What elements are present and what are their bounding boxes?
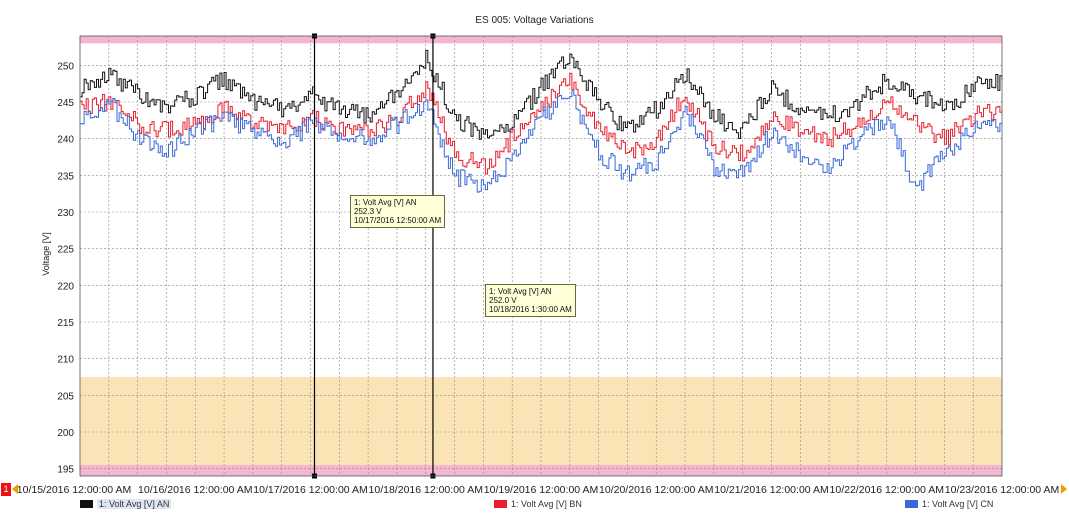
legend-label: 1: Volt Avg [V] CN xyxy=(922,499,994,509)
legend-swatch xyxy=(905,500,918,508)
plot-border xyxy=(79,35,1003,477)
x-tick-label: 10/23/2016 12:00:00 AM xyxy=(945,484,1059,496)
x-tick-label: 10/20/2016 12:00:00 AM xyxy=(599,484,713,496)
x-tick-label: 10/17/2016 12:00:00 AM xyxy=(253,484,367,496)
y-tick-label: 195 xyxy=(57,465,74,476)
y-tick-label: 230 xyxy=(57,208,74,219)
legend-swatch xyxy=(494,500,507,508)
legend-swatch xyxy=(80,500,93,508)
tooltip-time: 10/18/2016 1:30:00 AM xyxy=(489,305,572,314)
tooltip-time: 10/17/2016 12:50:00 AM xyxy=(354,216,442,225)
scroll-left-icon[interactable] xyxy=(12,484,18,494)
y-tick-label: 245 xyxy=(57,98,74,109)
tooltip-series: 1: Volt Avg [V] AN xyxy=(354,198,417,207)
y-tick-label: 210 xyxy=(57,355,74,366)
legend-item-bn[interactable]: 1: Volt Avg [V] BN xyxy=(494,499,582,509)
x-tick-label: 10/19/2016 12:00:00 AM xyxy=(484,484,598,496)
legend-label: 1: Volt Avg [V] BN xyxy=(511,499,582,509)
series-line xyxy=(80,49,1003,140)
series-line xyxy=(80,90,1003,193)
limit-band xyxy=(80,465,1002,476)
y-tick-label: 250 xyxy=(57,61,74,72)
x-tick-label: 10/16/2016 12:00:00 AM xyxy=(138,484,252,496)
legend-item-an[interactable]: 1: Volt Avg [V] AN xyxy=(80,499,172,509)
x-tick-label: 10/21/2016 12:00:00 AM xyxy=(714,484,828,496)
scroll-right-icon[interactable] xyxy=(1061,484,1067,494)
tooltip-value: 252.0 V xyxy=(489,296,517,305)
y-tick-label: 200 xyxy=(57,428,74,439)
y-tick-label: 225 xyxy=(57,245,74,256)
y-tick-label: 235 xyxy=(57,171,74,182)
x-tick-label: 10/15/2016 12:00:00 AM xyxy=(17,484,131,496)
cursor-tooltip-1: 1: Volt Avg [V] AN 252.3 V 10/17/2016 12… xyxy=(350,195,446,228)
x-tick-label: 10/22/2016 12:00:00 AM xyxy=(830,484,944,496)
chart-title: ES 005: Voltage Variations xyxy=(475,15,594,26)
x-tick-label: 10/18/2016 12:00:00 AM xyxy=(369,484,483,496)
legend-item-cn[interactable]: 1: Volt Avg [V] CN xyxy=(905,499,993,509)
cursor-tooltip-2: 1: Volt Avg [V] AN 252.0 V 10/18/2016 1:… xyxy=(485,284,576,317)
limit-band xyxy=(80,36,1002,44)
y-tick-label: 205 xyxy=(57,391,74,402)
tooltip-series: 1: Volt Avg [V] AN xyxy=(489,287,552,296)
y-tick-label: 215 xyxy=(57,318,74,329)
page-indicator[interactable]: 1 xyxy=(1,483,11,496)
y-tick-label: 220 xyxy=(57,281,74,292)
y-tick-label: 240 xyxy=(57,135,74,146)
tooltip-value: 252.3 V xyxy=(354,207,382,216)
legend-label: 1: Volt Avg [V] AN xyxy=(97,499,172,509)
